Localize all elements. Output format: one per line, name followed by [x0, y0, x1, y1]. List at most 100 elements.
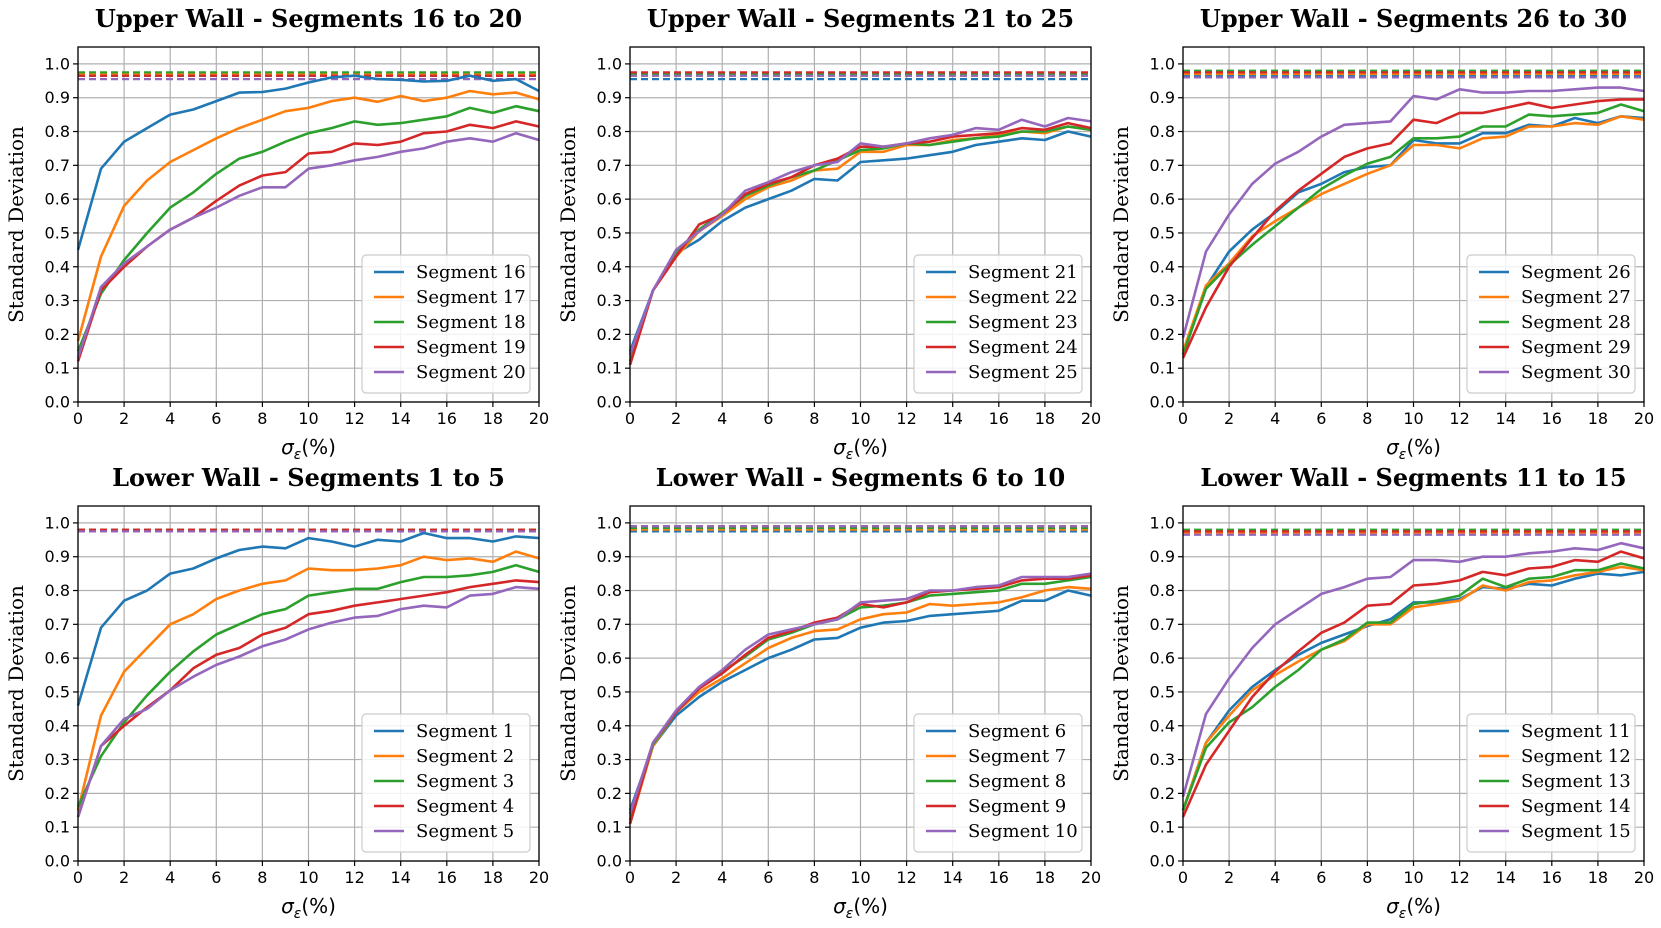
x-tick-label: 14: [391, 409, 411, 428]
legend: Segment 11 Segment 12 Segment 13 Segment 14…: [1466, 713, 1636, 853]
y-tick-label: 0.2: [45, 784, 70, 803]
legend-label: Segment 4: [416, 796, 514, 817]
x-tick-label: 8: [257, 868, 267, 887]
series-line-3: [76, 104, 540, 352]
x-tick-label: 2: [671, 868, 681, 887]
legend: Segment 1 Segment 2 Segment 3 Segment 4 Segm…: [361, 713, 531, 853]
series-line-5: [76, 131, 540, 359]
series-line-4: [628, 121, 1092, 366]
x-tick-label: 12: [896, 868, 916, 887]
y-tick-label: 0.8: [1150, 122, 1175, 141]
legend: Segment 16 Segment 17 Segment 18 Segment 19…: [361, 254, 531, 394]
x-tick-label: 20: [529, 409, 549, 428]
y-tick-label: 0.7: [45, 156, 70, 175]
series-line-1: [628, 130, 1092, 352]
y-tick-label: 1.0: [1150, 513, 1175, 532]
x-axis-label: σε(%): [833, 435, 888, 463]
legend-label: Segment 29: [1521, 337, 1631, 358]
x-tick-label: 20: [1634, 868, 1654, 887]
legend-label: Segment 24: [968, 337, 1078, 358]
y-tick-label: 0.9: [1150, 88, 1175, 107]
chart-panel-6: Lower Wall - Segments 11 to 15 0 2 4 6 8 10 12 1…: [1109, 463, 1654, 922]
x-tick-label: 0: [625, 409, 635, 428]
series-line-1: [628, 589, 1092, 811]
chart-panel-4: Lower Wall - Segments 1 to 5 0 2 4 6 8 10 12 14 1…: [4, 463, 549, 922]
x-tick-label: 12: [896, 409, 916, 428]
x-tick-label: 2: [671, 409, 681, 428]
x-tick-label: 18: [1035, 868, 1055, 887]
x-tick-label: 6: [763, 868, 773, 887]
legend-box: [913, 713, 1083, 853]
x-tick-label: 18: [1035, 409, 1055, 428]
y-tick-label: 0.5: [1150, 682, 1175, 701]
y-tick-label: 0.2: [597, 325, 622, 344]
legend-label: Segment 22: [968, 287, 1078, 308]
x-tick-label: 10: [1403, 409, 1423, 428]
legend-label: Segment 18: [416, 312, 526, 333]
x-tick-label: 4: [1270, 409, 1280, 428]
y-tick-label: 1.0: [45, 513, 70, 532]
series-line-5: [1181, 541, 1645, 798]
x-tick-label: 4: [717, 868, 727, 887]
legend-label: Segment 16: [416, 262, 526, 283]
x-tick-label: 0: [1178, 409, 1188, 428]
series-line-2: [1181, 115, 1645, 352]
x-tick-label: 16: [1542, 868, 1562, 887]
y-tick-label: 0.8: [45, 122, 70, 141]
legend-label: Segment 30: [1521, 362, 1631, 383]
x-tick-label: 8: [1362, 868, 1372, 887]
y-tick-label: 0.7: [597, 615, 622, 634]
legend-label: Segment 1: [416, 721, 514, 742]
x-tick-label: 14: [943, 868, 963, 887]
x-tick-label: 18: [483, 409, 503, 428]
x-tick-label: 0: [1178, 868, 1188, 887]
y-tick-label: 0.2: [1150, 784, 1175, 803]
legend-label: Segment 11: [1521, 721, 1631, 742]
x-tick-label: 16: [989, 409, 1009, 428]
x-tick-label: 16: [989, 868, 1009, 887]
x-tick-label: 2: [119, 868, 129, 887]
x-tick-label: 0: [73, 868, 83, 887]
legend-label: Segment 21: [968, 262, 1078, 283]
x-tick-label: 12: [1449, 409, 1469, 428]
y-tick-label: 0.1: [1150, 359, 1175, 378]
x-tick-label: 2: [1224, 868, 1234, 887]
legend-box: [361, 713, 531, 853]
chart-title: Lower Wall - Segments 11 to 15: [1200, 463, 1626, 492]
y-tick-label: 0.7: [45, 615, 70, 634]
x-tick-label: 14: [943, 409, 963, 428]
series-line-5: [76, 585, 540, 818]
x-tick-label: 10: [1403, 868, 1423, 887]
y-axis-label: Standard Deviation: [556, 585, 580, 782]
y-tick-label: 0.0: [45, 393, 70, 412]
series-line-3: [1181, 103, 1645, 356]
legend-label: Segment 8: [968, 771, 1066, 792]
y-tick-label: 0.8: [1150, 581, 1175, 600]
x-tick-label: 14: [1496, 409, 1516, 428]
x-tick-label: 8: [1362, 409, 1372, 428]
x-axis-label: σε(%): [1386, 894, 1441, 922]
y-tick-label: 0.3: [45, 750, 70, 769]
chart-title: Lower Wall - Segments 6 to 10: [656, 463, 1066, 492]
x-tick-label: 2: [1224, 409, 1234, 428]
x-tick-label: 20: [1634, 409, 1654, 428]
x-tick-label: 20: [1081, 409, 1101, 428]
y-tick-label: 1.0: [45, 54, 70, 73]
chart-panel-5: Lower Wall - Segments 6 to 10 0 2 4 6 8 10 12 14…: [556, 463, 1101, 922]
y-tick-label: 0.1: [45, 818, 70, 837]
x-tick-label: 2: [119, 409, 129, 428]
y-tick-label: 0.5: [45, 223, 70, 242]
y-tick-label: 1.0: [1150, 54, 1175, 73]
y-tick-label: 0.1: [1150, 818, 1175, 837]
legend-label: Segment 12: [1521, 746, 1631, 767]
chart-panel-3: Upper Wall - Segments 26 to 30 0 2 4 6 8 10 12 1…: [1109, 4, 1654, 463]
x-tick-label: 20: [529, 868, 549, 887]
y-tick-label: 0.0: [597, 393, 622, 412]
legend-label: Segment 3: [416, 771, 514, 792]
y-tick-label: 1.0: [597, 54, 622, 73]
series-line-2: [76, 89, 540, 342]
x-tick-label: 0: [625, 868, 635, 887]
y-tick-label: 0.1: [45, 359, 70, 378]
x-tick-label: 18: [483, 868, 503, 887]
legend-label: Segment 14: [1521, 796, 1631, 817]
